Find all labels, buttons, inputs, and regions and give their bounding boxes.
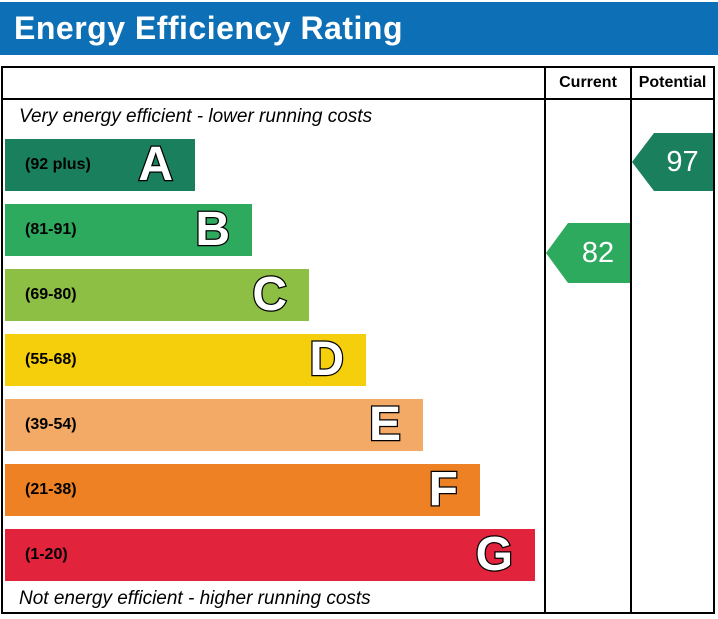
- band-range-label: (55-68): [25, 351, 77, 368]
- page-title: Energy Efficiency Rating: [14, 10, 403, 46]
- potential-marker-value: 97: [666, 145, 699, 178]
- band-letter: C: [251, 268, 288, 321]
- band-range-label: (21-38): [25, 481, 77, 498]
- band-letter: D: [308, 333, 345, 386]
- band-range-label: (1-20): [25, 546, 68, 563]
- band-letter: B: [194, 203, 231, 256]
- current-marker-arrow: 82: [546, 223, 630, 283]
- band-bar-b: (81-91) B: [5, 204, 252, 256]
- caption-very-efficient: Very energy efficient - lower running co…: [19, 106, 373, 127]
- potential-marker-arrow: 97: [632, 133, 713, 191]
- header-row-divider: [3, 98, 713, 100]
- current-marker-value: 82: [581, 236, 615, 269]
- column-header-potential: Potential: [638, 74, 707, 91]
- band-bar-g: (1-20) G: [5, 529, 535, 581]
- band-range-label: (69-80): [25, 286, 77, 303]
- column-header-current: Current: [559, 74, 617, 91]
- band-letter: G: [474, 528, 514, 581]
- caption-not-efficient: Not energy efficient - higher running co…: [19, 588, 371, 609]
- band-bar-f: (21-38) F: [5, 464, 480, 516]
- band-letter: A: [137, 138, 174, 191]
- rating-table: Current Potential Very energy efficient …: [1, 66, 715, 614]
- band-letter: F: [427, 463, 459, 516]
- title-bar: Energy Efficiency Rating: [0, 2, 718, 55]
- column-divider-potential: [630, 68, 632, 612]
- column-divider-current: [544, 68, 546, 612]
- band-bar-a: (92 plus) A: [5, 139, 195, 191]
- band-letter: E: [368, 398, 403, 451]
- band-range-label: (81-91): [25, 221, 77, 238]
- band-range-label: (39-54): [25, 416, 77, 433]
- band-bar-e: (39-54) E: [5, 399, 423, 451]
- band-bar-c: (69-80) C: [5, 269, 309, 321]
- band-bar-d: (55-68) D: [5, 334, 366, 386]
- band-range-label: (92 plus): [25, 156, 91, 173]
